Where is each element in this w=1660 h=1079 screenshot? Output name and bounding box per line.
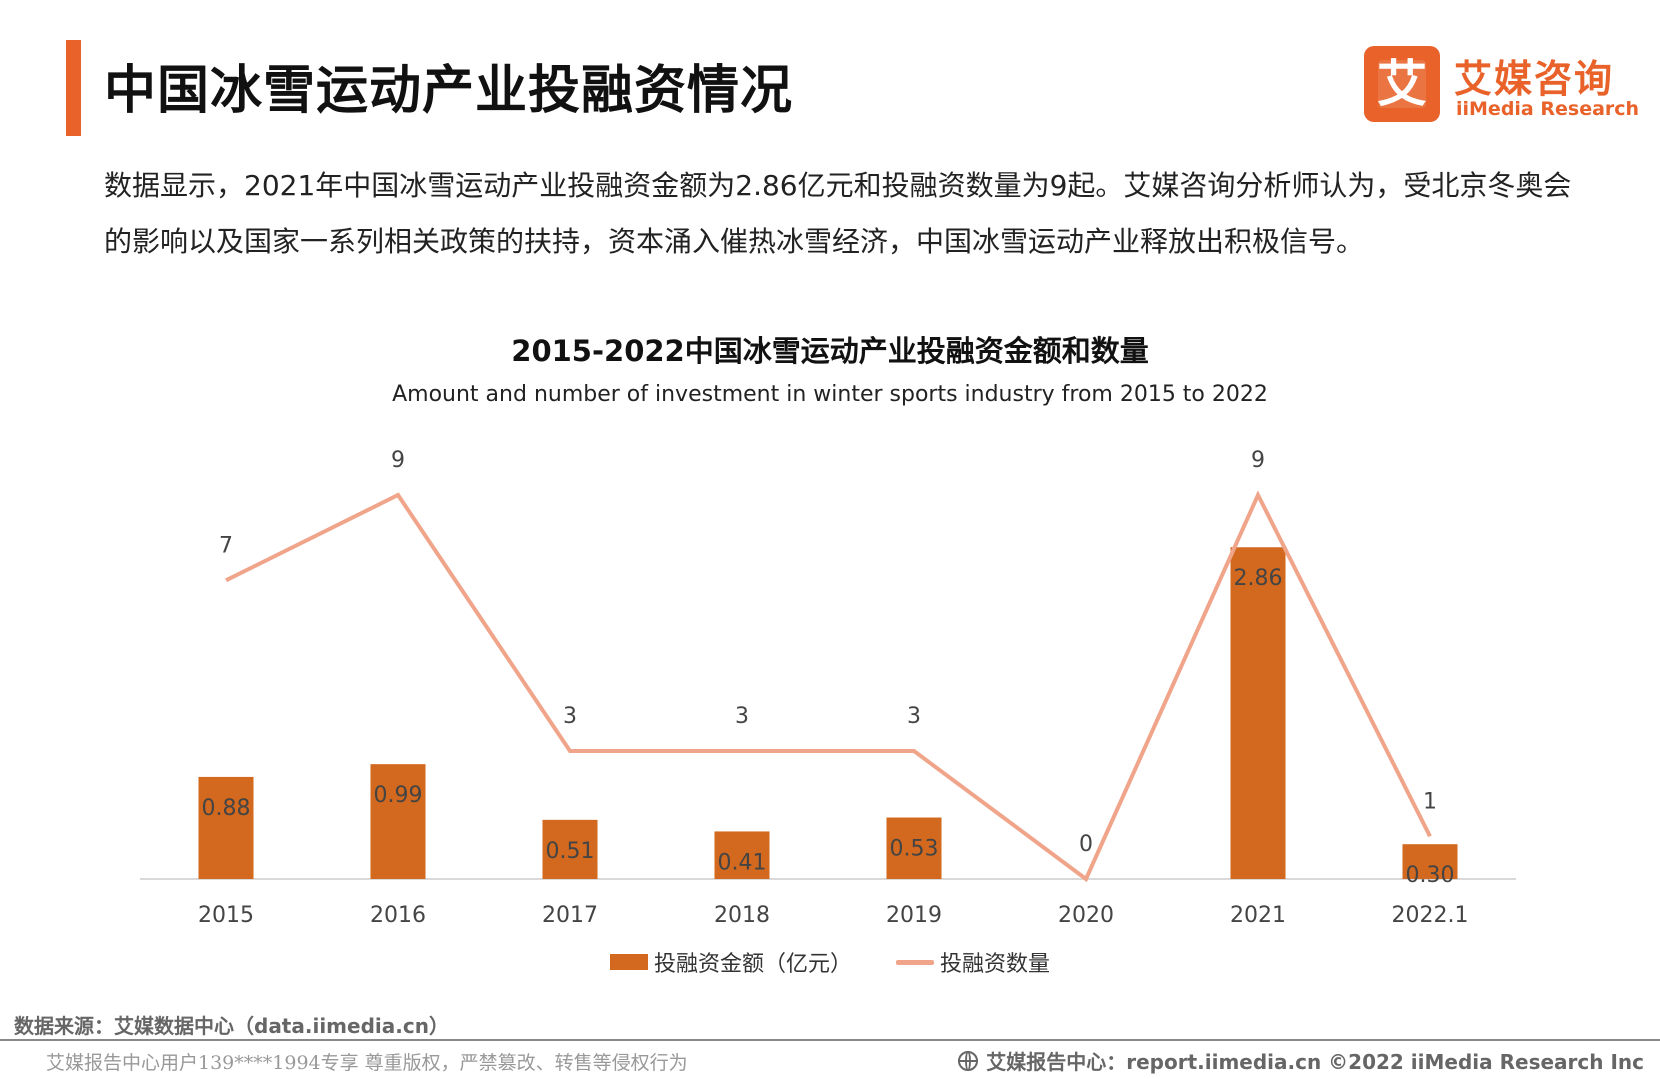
line-label-2016: 9 bbox=[391, 448, 405, 473]
x-tick-2018: 2018 bbox=[714, 903, 770, 928]
bar-2018 bbox=[714, 831, 770, 879]
footer-report-center-text: 艾媒报告中心：report.iimedia.cn ©2022 iiMedia R… bbox=[986, 1050, 1644, 1074]
x-tick-2015: 2015 bbox=[198, 903, 254, 928]
line-label-2015: 7 bbox=[219, 533, 233, 558]
logo-glyph: 艾 bbox=[1377, 55, 1427, 113]
page-title: 中国冰雪运动产业投融资情况 bbox=[104, 61, 794, 121]
line-label-2018: 3 bbox=[735, 704, 749, 729]
count-series-line bbox=[225, 490, 1432, 883]
description-paragraph: 数据显示，2021年中国冰雪运动产业投融资金额为2.86亿元和投融资数量为9起。… bbox=[104, 169, 1572, 258]
brand-logo: 艾 艾媒咨询 iiMedia Research bbox=[1364, 44, 1639, 128]
bar-label-2022.1: 0.30 bbox=[1406, 863, 1455, 888]
bar-label-2017: 0.51 bbox=[546, 839, 595, 864]
logo-mark-icon bbox=[1364, 46, 1440, 122]
line-label-2021: 9 bbox=[1251, 448, 1265, 473]
x-tick-2019: 2019 bbox=[886, 903, 942, 928]
logo-name-cn: 艾媒咨询 bbox=[1454, 57, 1615, 101]
bar-label-2021: 2.86 bbox=[1234, 566, 1283, 591]
globe-icon bbox=[958, 1050, 979, 1071]
bar-2015 bbox=[198, 776, 254, 879]
x-tick-2022.1: 2022.1 bbox=[1392, 903, 1469, 928]
footer-report-center: 艾媒报告中心：report.iimedia.cn ©2022 iiMedia R… bbox=[958, 1046, 1644, 1075]
bar-label-2016: 0.99 bbox=[374, 783, 423, 808]
line-label-2019: 3 bbox=[907, 704, 921, 729]
legend-item-amount: 投融资金额（亿元） bbox=[609, 946, 852, 978]
bar-2021 bbox=[1230, 547, 1286, 879]
logo-name-en: iiMedia Research bbox=[1456, 98, 1640, 120]
title-accent-bar bbox=[66, 40, 81, 136]
x-tick-2016: 2016 bbox=[370, 903, 426, 928]
bar-2017 bbox=[542, 819, 598, 879]
line-label-2017: 3 bbox=[563, 704, 577, 729]
bar-label-2019: 0.53 bbox=[890, 837, 939, 862]
chart-legend: 投融资金额（亿元） 投融资数量 bbox=[0, 946, 1660, 978]
footer-divider bbox=[0, 1039, 1660, 1041]
bar-2019 bbox=[886, 817, 942, 879]
chart-title: 2015-2022中国冰雪运动产业投融资金额和数量 bbox=[511, 334, 1149, 368]
bar-label-2018: 0.41 bbox=[718, 850, 767, 875]
x-tick-2021: 2021 bbox=[1230, 903, 1286, 928]
line-label-2020: 0 bbox=[1079, 832, 1093, 857]
legend-item-count: 投融资数量 bbox=[896, 946, 1050, 978]
data-source: 数据来源：艾媒数据中心（data.iimedia.cn） bbox=[14, 1014, 449, 1038]
bar-label-2015: 0.88 bbox=[202, 796, 251, 821]
line-label-2022.1: 1 bbox=[1423, 789, 1437, 814]
chart-subtitle: Amount and number of investment in winte… bbox=[392, 382, 1268, 407]
legend-label-amount: 投融资金额（亿元） bbox=[653, 952, 852, 977]
bar-2016 bbox=[370, 764, 426, 879]
x-tick-2017: 2017 bbox=[542, 903, 598, 928]
footer-copyright-notice: 艾媒报告中心用户139****1994专享 尊重版权，严禁篡改、转售等侵权行为 bbox=[46, 1052, 688, 1074]
bar-2022.1 bbox=[1402, 844, 1458, 879]
legend-label-count: 投融资数量 bbox=[940, 952, 1051, 977]
x-tick-2020: 2020 bbox=[1058, 903, 1114, 928]
legend-bar-swatch-icon bbox=[609, 954, 648, 970]
legend-line-swatch-icon bbox=[896, 959, 934, 965]
